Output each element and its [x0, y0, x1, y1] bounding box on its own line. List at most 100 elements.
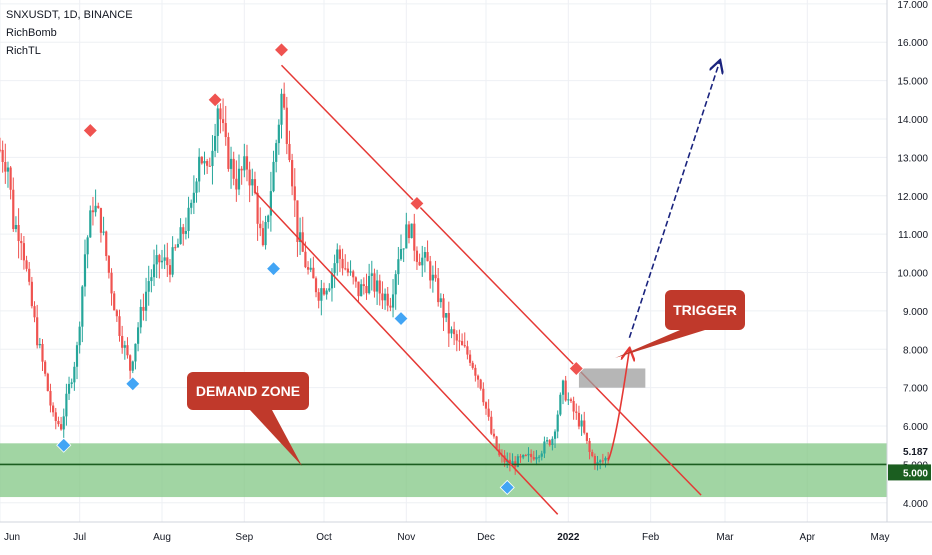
demand-callout-label: DEMAND ZONE — [196, 383, 300, 399]
candle-body — [166, 257, 169, 266]
candle-body — [206, 160, 209, 166]
candle-body — [328, 288, 331, 291]
time-axis[interactable] — [0, 522, 932, 550]
candle-body — [583, 420, 586, 433]
candle-body — [344, 268, 347, 270]
candle-body — [14, 225, 18, 230]
candle-body — [543, 441, 546, 454]
candle-body — [264, 222, 267, 246]
candle-body — [593, 455, 596, 465]
candle-body — [25, 260, 28, 269]
candle-body — [9, 167, 12, 190]
candle-body — [551, 438, 554, 445]
overlay-layer — [0, 61, 887, 515]
candle-body — [237, 168, 241, 190]
candle-body — [426, 252, 429, 262]
candle-body — [322, 288, 326, 295]
candle-body — [6, 167, 10, 172]
candle-body — [482, 388, 485, 403]
trigger-callout-tail — [615, 330, 705, 358]
last-price-tag: 5.187 — [888, 443, 931, 460]
candle-body — [532, 457, 535, 460]
candle-body — [155, 255, 158, 265]
candle-body — [129, 355, 132, 371]
candle-body — [4, 161, 7, 172]
candle-body — [113, 293, 116, 311]
candle-body — [190, 202, 193, 208]
candle-body — [298, 232, 302, 243]
candle-body — [474, 367, 477, 376]
candle-body — [418, 261, 421, 266]
candle-body — [171, 247, 174, 275]
candle-body — [402, 248, 405, 250]
candle-body — [466, 346, 469, 355]
candle-body — [556, 414, 559, 432]
candle-body — [36, 317, 39, 346]
candle-body — [54, 412, 57, 421]
candle-body — [378, 280, 381, 294]
candle-body — [490, 416, 493, 434]
candle-body — [182, 227, 185, 234]
x-tick-label: Apr — [800, 532, 816, 543]
candle-body — [232, 158, 235, 179]
channel-lower-line — [254, 191, 559, 515]
candle-body — [476, 375, 480, 380]
candle-body — [516, 456, 519, 467]
candle-body — [442, 298, 445, 318]
candle-body — [203, 160, 206, 164]
candle-body — [86, 237, 89, 255]
x-tick-label: Nov — [397, 532, 415, 543]
candle-body — [484, 402, 488, 409]
y-tick-label: 6.000 — [903, 422, 928, 433]
last-price-tag-label: 5.187 — [903, 447, 928, 458]
candle-body — [126, 345, 129, 356]
candle-body — [567, 399, 570, 401]
legend-indicator-richtl[interactable]: RichTL — [6, 45, 41, 57]
buy-signal-diamond — [265, 261, 282, 277]
candle-body — [492, 433, 496, 437]
buy-signal-diamond — [499, 479, 515, 496]
x-tick-label: May — [871, 532, 890, 543]
buy-signal-diamond — [125, 376, 141, 392]
candle-body — [28, 268, 31, 282]
candle-body — [309, 267, 312, 270]
candle-body — [94, 205, 97, 213]
candle-body — [368, 275, 371, 294]
x-tick-label: Jun — [4, 532, 20, 543]
candle-body — [346, 268, 349, 273]
candle-body — [399, 248, 403, 260]
candle-body — [105, 231, 108, 257]
candle-body — [283, 93, 286, 108]
y-tick-label: 9.000 — [903, 307, 928, 318]
candle-body — [139, 306, 142, 328]
chart-legend: SNXUSDT, 1D, BINANCE RichBomb RichTL — [6, 6, 133, 60]
candle-body — [192, 192, 195, 203]
candle-body — [75, 345, 79, 367]
sell-signal-diamond — [409, 195, 425, 211]
candle-body — [575, 411, 578, 413]
candle-body — [548, 440, 551, 445]
candle-body — [373, 273, 376, 292]
candle-body — [256, 192, 259, 224]
legend-symbol[interactable]: SNXUSDT, 1D, BINANCE — [6, 9, 133, 21]
candle-body — [115, 310, 118, 317]
candle-body — [150, 277, 153, 282]
candle-body — [67, 383, 71, 394]
candle-body — [267, 215, 270, 223]
candle-body — [280, 93, 283, 125]
candle-body — [553, 431, 557, 439]
candle-body — [360, 284, 363, 297]
y-tick-label: 17.000 — [897, 0, 928, 11]
legend-indicator-richbomb[interactable]: RichBomb — [6, 27, 57, 39]
candle-body — [208, 165, 211, 167]
buy-signal-diamond — [393, 311, 409, 327]
candle-body — [423, 252, 427, 258]
candle-body — [588, 440, 591, 453]
y-tick-label: 11.000 — [898, 230, 928, 241]
candle-body — [52, 405, 55, 413]
candles-layer — [0, 82, 610, 475]
y-tick-label: 8.000 — [903, 345, 928, 356]
candle-body — [415, 250, 419, 262]
